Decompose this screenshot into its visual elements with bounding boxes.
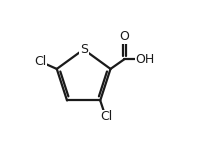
Text: Cl: Cl bbox=[34, 55, 47, 68]
Text: Cl: Cl bbox=[100, 110, 112, 123]
Text: S: S bbox=[80, 43, 88, 56]
Text: OH: OH bbox=[135, 53, 154, 66]
Text: O: O bbox=[120, 30, 129, 43]
